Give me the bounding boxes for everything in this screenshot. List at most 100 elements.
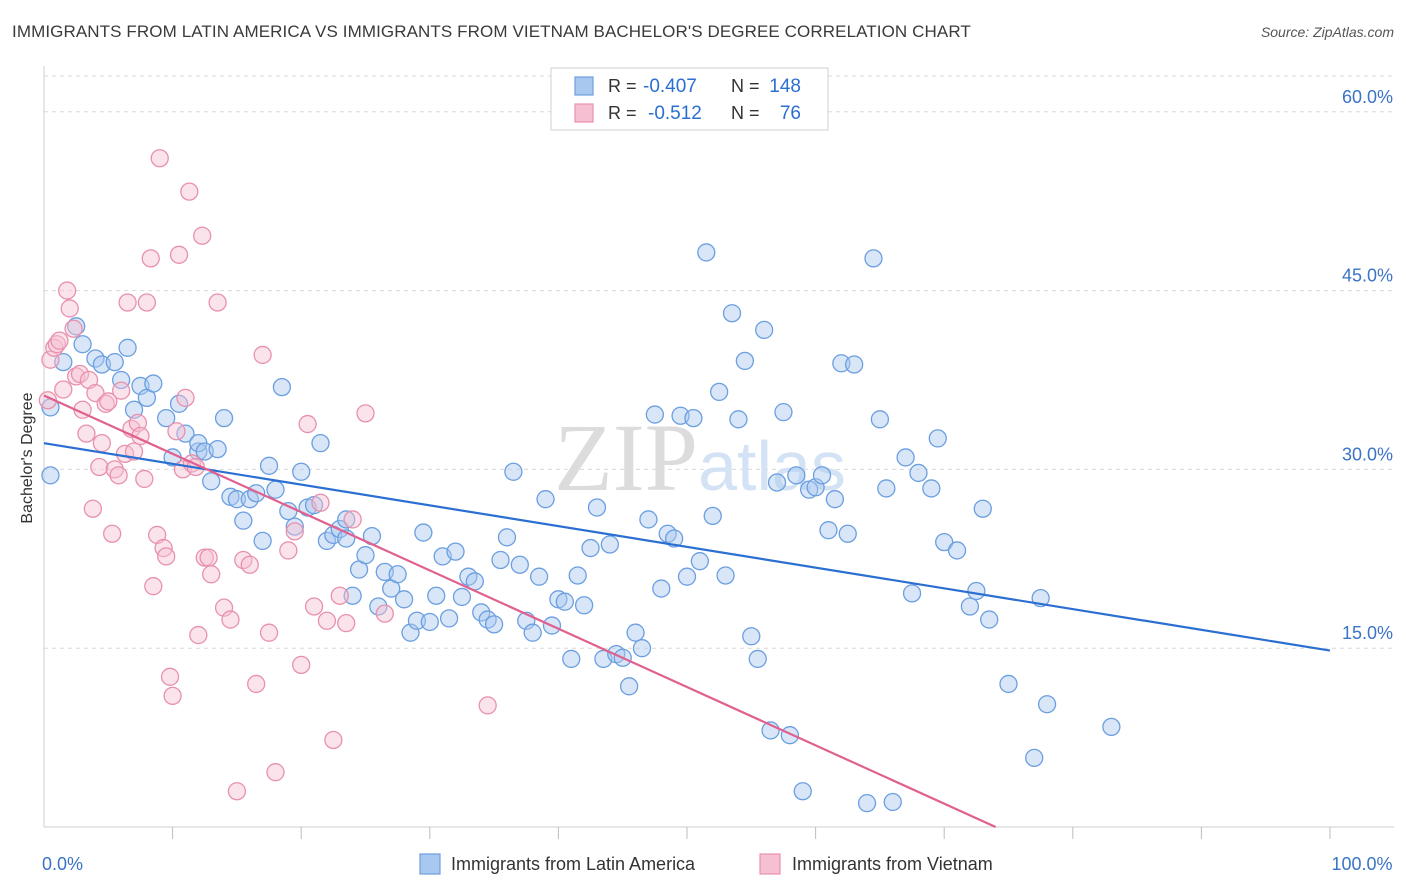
- latin-america-point: [202, 472, 221, 491]
- y-axis-label: Bachelor's Degree: [19, 392, 36, 523]
- latin-america-point: [208, 439, 227, 459]
- latin-america-point: [967, 581, 986, 601]
- legend-r-value-blue: -0.407: [643, 76, 697, 97]
- latin-america-point: [883, 792, 902, 812]
- latin-america-point: [774, 403, 793, 422]
- latin-america-point: [529, 567, 549, 586]
- vietnam-point: [144, 577, 163, 596]
- chart-title: IMMIGRANTS FROM LATIN AMERICA VS IMMIGRA…: [12, 22, 971, 41]
- legend-r-label-pink: R =: [608, 103, 642, 123]
- vietnam-trendline: [43, 394, 997, 829]
- latin-america-point: [722, 304, 742, 323]
- latin-america-point: [337, 510, 356, 529]
- latin-america-point: [555, 592, 574, 611]
- vietnam-point: [77, 424, 96, 443]
- vietnam-point: [135, 469, 154, 489]
- vietnam-point: [167, 422, 186, 441]
- latin-america-point: [947, 541, 967, 560]
- latin-america-point: [909, 463, 928, 483]
- latin-america-point: [292, 462, 311, 481]
- vietnam-point: [92, 434, 112, 453]
- vietnam-point: [311, 493, 330, 512]
- y-tick-label: 45.0%: [1342, 266, 1393, 286]
- latin-america-point: [684, 408, 703, 428]
- vietnam-point: [83, 499, 103, 518]
- latin-america-point: [787, 466, 806, 485]
- vietnam-point: [50, 331, 69, 350]
- latin-america-point: [497, 528, 517, 547]
- latin-america-point: [960, 597, 980, 616]
- y-tick-label: 30.0%: [1342, 444, 1393, 464]
- axis-layer: 15.0% 30.0% 45.0% 60.0% 0.0% 100.0%: [42, 66, 1394, 874]
- vietnam-point: [54, 380, 73, 399]
- latin-america-point: [574, 596, 594, 615]
- latin-america-point: [902, 584, 922, 603]
- latin-america-point: [446, 542, 465, 561]
- latin-america-point: [973, 499, 992, 518]
- latin-america-point: [491, 550, 510, 570]
- latin-america-point: [112, 370, 131, 390]
- latin-america-point: [144, 374, 163, 393]
- latin-america-point: [755, 320, 774, 340]
- latin-america-point: [523, 623, 542, 642]
- vietnam-point: [317, 611, 337, 630]
- latin-america-point: [857, 794, 877, 813]
- legend-n-value-blue: 148: [769, 76, 801, 97]
- latin-america-point: [735, 351, 755, 371]
- latin-america-point: [980, 610, 999, 629]
- series-legend: Immigrants from Latin America Immigrants…: [419, 853, 993, 875]
- latin-america-point: [105, 352, 124, 372]
- latin-america-point: [157, 408, 176, 428]
- vietnam-point: [57, 281, 77, 300]
- vietnam-point: [193, 226, 212, 245]
- latin-america-point: [414, 523, 433, 542]
- vietnam-point: [330, 586, 349, 605]
- legend-swatch-blue: [574, 76, 594, 96]
- latin-america-point: [703, 506, 722, 526]
- vietnam-point: [208, 293, 227, 312]
- latin-america-point: [935, 532, 954, 552]
- latin-america-point: [420, 612, 439, 632]
- vietnam-point: [375, 604, 394, 623]
- legend-n-label-pink: N =: [731, 103, 765, 123]
- vietnam-point: [163, 686, 182, 706]
- legend-swatch-pink: [574, 103, 594, 123]
- latin-america-point: [234, 511, 253, 530]
- y-tick-label: 15.0%: [1342, 623, 1393, 643]
- vietnam-point: [99, 392, 118, 411]
- vietnam-point: [285, 522, 304, 541]
- latin-america-point: [825, 490, 845, 509]
- latin-america-point: [600, 535, 619, 554]
- latin-america-point: [928, 429, 947, 448]
- latin-america-point: [439, 609, 459, 628]
- vietnam-point: [169, 245, 189, 264]
- latin-america-point: [819, 521, 838, 540]
- vietnam-point: [41, 350, 60, 369]
- latin-america-point: [356, 546, 375, 565]
- vietnam-point: [176, 388, 195, 408]
- latin-america-point: [710, 382, 729, 402]
- latin-america-point: [272, 377, 292, 397]
- latin-america-point: [748, 649, 767, 669]
- vietnam-point: [202, 565, 221, 584]
- vietnam-point: [227, 782, 247, 801]
- vietnam-point: [259, 623, 279, 642]
- vietnam-point: [109, 466, 128, 485]
- vietnam-point: [137, 293, 157, 312]
- latin-america-point: [587, 498, 607, 517]
- latin-america-point: [472, 603, 491, 622]
- latin-america-point: [118, 338, 137, 357]
- vietnam-point: [64, 319, 83, 338]
- vietnam-point: [150, 149, 169, 168]
- legend-r-label-blue: R =: [608, 76, 642, 96]
- x-tick-label: 0.0%: [42, 854, 83, 874]
- latin-america-point: [536, 490, 555, 509]
- latin-america-point: [504, 462, 523, 481]
- latin-america-point: [259, 456, 279, 475]
- latin-america-point: [896, 448, 915, 467]
- latin-america-point: [1102, 717, 1121, 737]
- latin-america-point: [645, 405, 664, 424]
- latin-america-point: [369, 597, 388, 616]
- latin-america-point: [41, 466, 60, 485]
- latin-america-point: [864, 249, 883, 268]
